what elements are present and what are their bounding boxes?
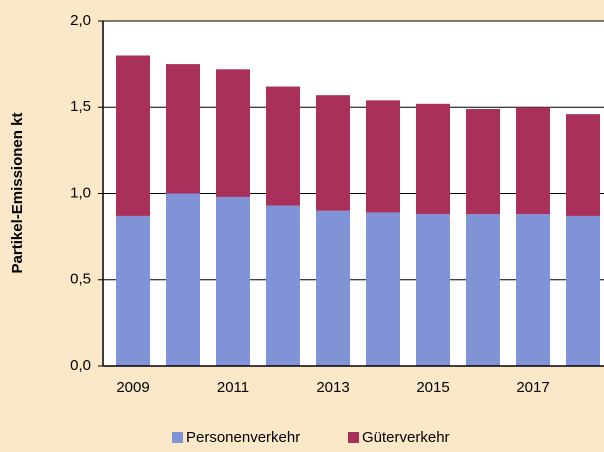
bar-segment [216, 196, 250, 366]
bar-segment [116, 215, 150, 366]
bar-segment [566, 215, 600, 366]
bar-segment [516, 214, 550, 366]
bar-segment [366, 100, 400, 213]
y-tick-label: 2,0 [70, 12, 91, 29]
bar-segment [416, 103, 450, 215]
legend-label: Güterverkehr [362, 429, 450, 446]
legend-label: Personenverkehr [186, 429, 300, 446]
bar-segment [116, 55, 150, 216]
bar-segment [416, 214, 450, 366]
x-tick-label: 2017 [516, 379, 549, 396]
bar-segment [166, 193, 200, 366]
bar-segment [216, 69, 250, 197]
bar-segment [466, 108, 500, 215]
x-tick-label: 2009 [116, 379, 149, 396]
y-tick-label: 1,0 [70, 184, 91, 201]
bar-segment [516, 107, 550, 215]
bar-segment [266, 205, 300, 366]
y-tick-label: 0,5 [70, 271, 91, 288]
bar-segment [316, 95, 350, 211]
x-tick-label: 2011 [217, 379, 249, 396]
y-tick-label: 1,5 [70, 98, 91, 115]
y-axis-title: Partikel-Emissionen kt [9, 113, 26, 274]
bar-segment [366, 212, 400, 366]
bar-segment [166, 64, 200, 194]
legend-swatch [172, 432, 183, 443]
x-tick-label: 2015 [416, 379, 449, 396]
bar-segment [316, 210, 350, 366]
bar-segment [566, 114, 600, 216]
legend-swatch [348, 432, 359, 443]
bar-segment [266, 86, 300, 206]
bar-segment [466, 214, 500, 366]
y-tick-label: 0,0 [70, 357, 91, 374]
x-tick-label: 2013 [316, 379, 349, 396]
